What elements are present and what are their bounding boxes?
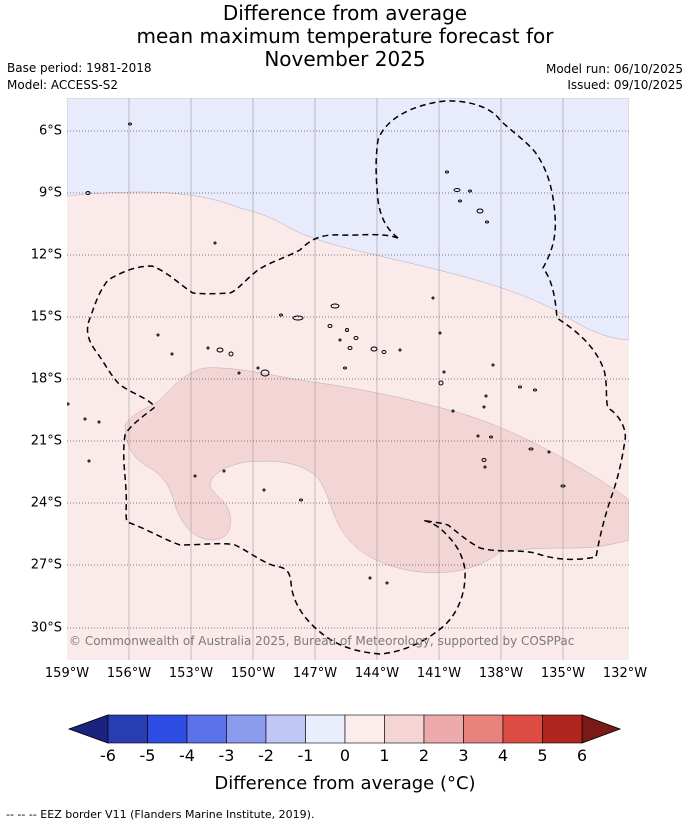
colorbar-tick: -6 — [100, 746, 116, 765]
colorbar-segment — [226, 714, 267, 744]
colorbar-segment — [463, 714, 504, 744]
lat-label-27s: 27°S — [30, 557, 62, 573]
issued-date: Issued: 09/10/2025 — [567, 78, 683, 92]
model-name: Model: ACCESS-S2 — [7, 78, 119, 92]
base-period: Base period: 1981-2018 — [7, 61, 152, 75]
colorbar-tick: 4 — [497, 746, 509, 765]
islands — [67, 122, 566, 585]
lon-label-141w: 141°W — [416, 666, 462, 681]
colorbar-tick: -2 — [258, 746, 274, 765]
colorbar-tick: 1 — [379, 746, 390, 765]
colorbar-segment — [265, 714, 306, 744]
colorbar — [67, 714, 622, 744]
colorbar-tick: -3 — [218, 746, 235, 765]
lat-label-9s: 9°S — [38, 185, 62, 201]
lon-label-153w: 153°W — [168, 666, 214, 681]
title-line-2: mean maximum temperature forecast for — [136, 24, 554, 48]
colorbar-tick: -5 — [139, 746, 156, 765]
colorbar-tick: 0 — [339, 746, 351, 765]
latitude-gridlines — [67, 130, 629, 629]
colorbar-tick: 5 — [537, 746, 548, 765]
eez-border — [86, 100, 627, 655]
colorbar-arrow-right — [581, 714, 622, 744]
lon-label-144w: 144°W — [354, 666, 400, 681]
lat-label-18s: 18°S — [30, 371, 62, 387]
lon-label-147w: 147°W — [292, 666, 338, 681]
colorbar-arrow-left — [67, 714, 109, 744]
colorbar-tick: 3 — [458, 746, 469, 765]
colorbar-segment — [305, 714, 346, 744]
lon-label-132w: 132°W — [602, 666, 648, 681]
lat-label-12s: 12°S — [30, 247, 62, 263]
lon-label-156w: 156°W — [106, 666, 152, 681]
lat-label-15s: 15°S — [30, 309, 62, 325]
lon-label-138w: 138°W — [478, 666, 524, 681]
colorbar-tick: 2 — [418, 746, 430, 765]
lat-label-24s: 24°S — [30, 495, 62, 511]
colorbar-segment — [344, 714, 385, 744]
lat-label-6s: 6°S — [38, 123, 62, 139]
lon-label-150w: 150°W — [230, 666, 276, 681]
colorbar-segment — [423, 714, 464, 744]
region-cool-minus1-0 — [67, 98, 629, 341]
lat-label-21s: 21°S — [30, 433, 62, 449]
eez-footnote: -- -- -- EEZ border V11 (Flanders Marine… — [6, 808, 315, 821]
lon-label-135w: 135°W — [540, 666, 586, 681]
lon-label-159w: 159°W — [44, 666, 90, 681]
colorbar-segment — [147, 714, 188, 744]
colorbar-segment — [107, 714, 148, 744]
title-line-1: Difference from average — [222, 1, 468, 25]
model-run-date: Model run: 06/10/2025 — [545, 62, 683, 76]
colorbar-tick: -4 — [179, 746, 195, 765]
colorbar-segment — [384, 714, 425, 744]
colorbar-segment — [186, 714, 227, 744]
colorbar-tick: 6 — [576, 746, 588, 765]
lat-label-30s: 30°S — [30, 620, 62, 636]
copyright-notice: © Commonwealth of Australia 2025, Bureau… — [69, 634, 575, 648]
colorbar-segment — [502, 714, 543, 744]
colorbar-label: Difference from average (°C) — [214, 773, 476, 794]
colorbar-segment — [542, 714, 583, 744]
colorbar-tick: -1 — [297, 746, 314, 765]
title-line-3: November 2025 — [264, 47, 426, 71]
